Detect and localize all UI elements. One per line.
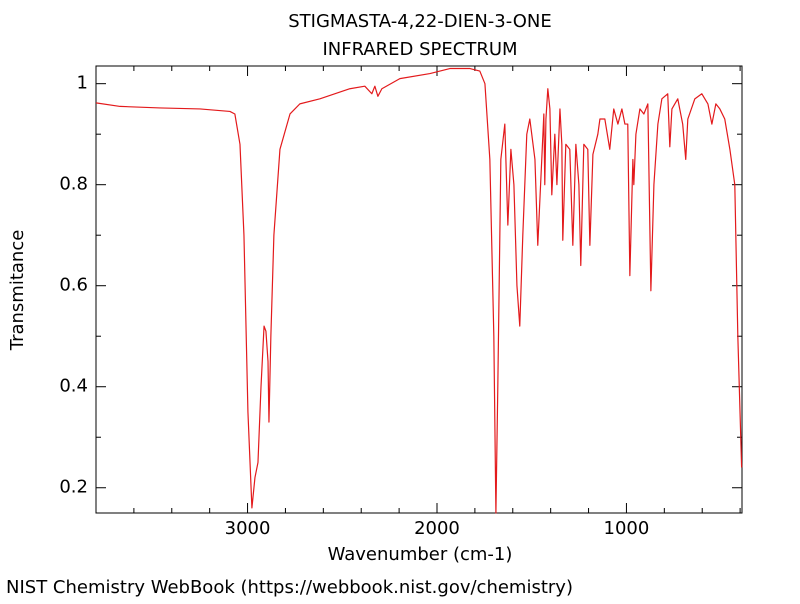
x-tick-label: 3000 [225,518,271,539]
spectrum-line [95,67,743,514]
chart-subtitle: INFRARED SPECTRUM [322,39,517,60]
x-tick-label: 2000 [414,518,460,539]
y-tick-label: 0.6 [59,275,88,296]
plot-frame [95,65,743,514]
x-tick-label: 1000 [604,518,650,539]
y-tick-label: 1 [77,73,88,94]
y-axis-label: Transmitance [7,230,28,352]
y-tick-label: 0.2 [59,477,88,498]
chart-title: STIGMASTA-4,22-DIEN-3-ONE [288,11,552,32]
footer: NIST Chemistry WebBook (https://webbook.… [6,577,573,598]
x-axis-label: Wavenumber (cm-1) [328,544,513,565]
y-tick-label: 0.8 [59,174,88,195]
y-tick-label: 0.4 [59,376,88,397]
